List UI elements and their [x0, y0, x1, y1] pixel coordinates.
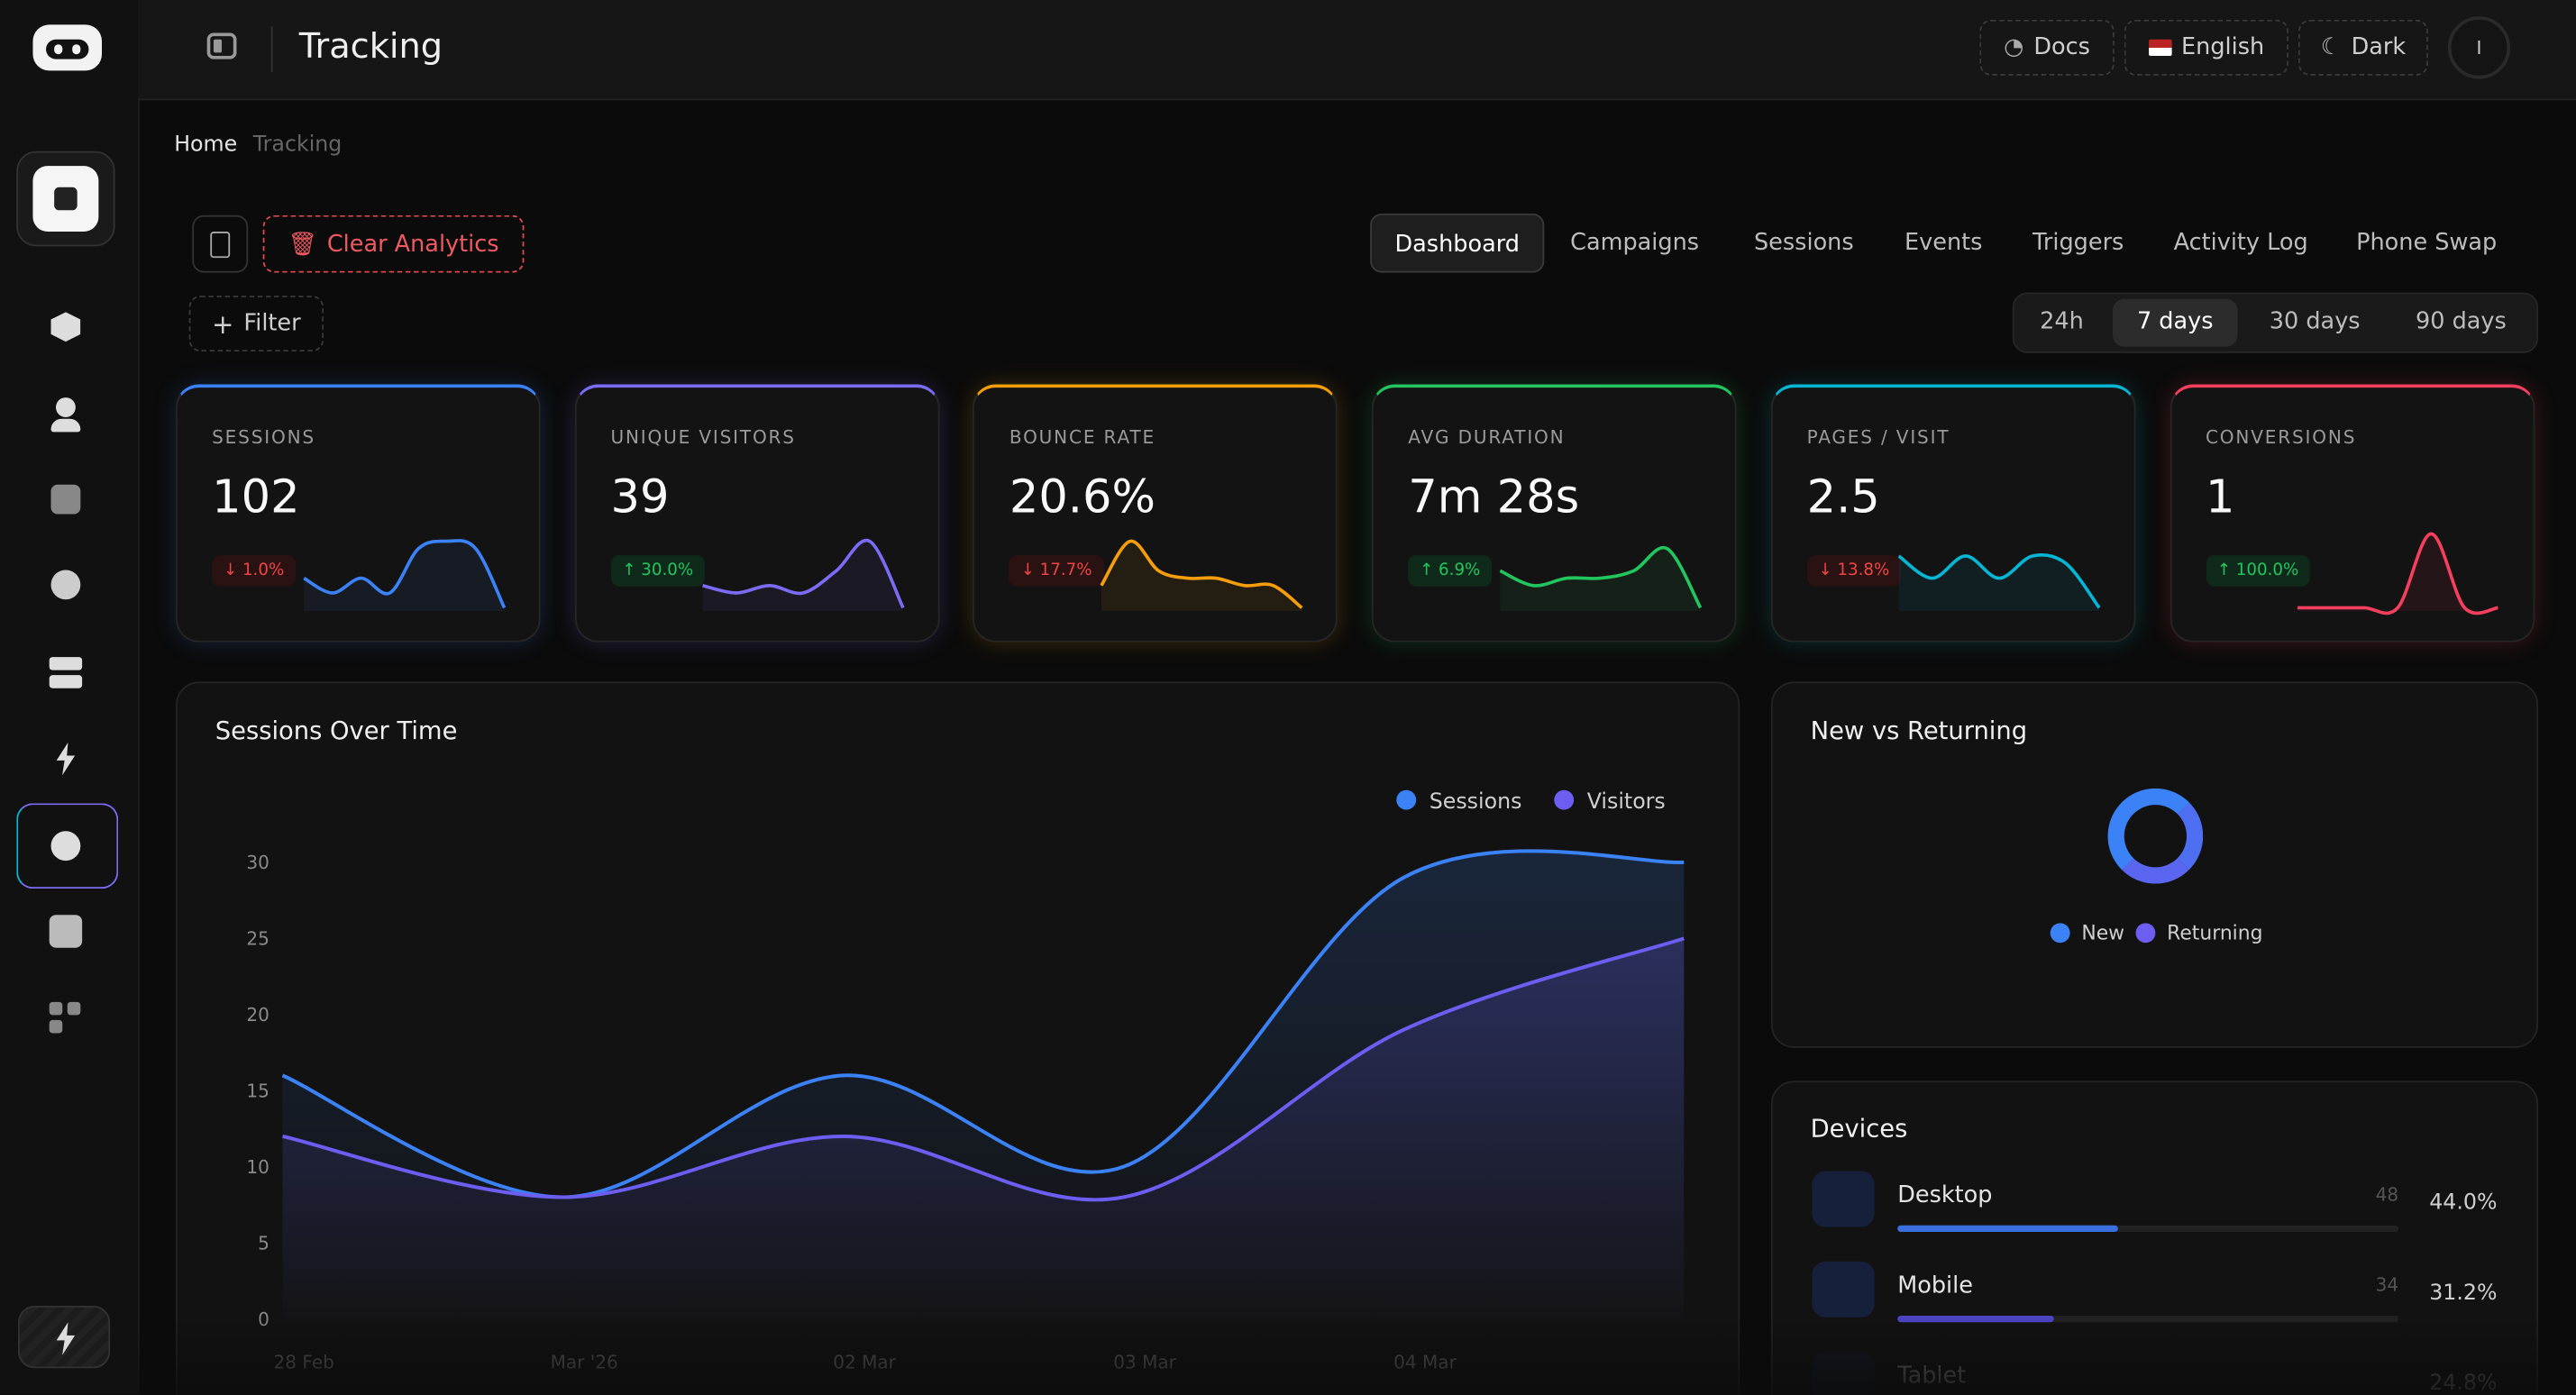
- language-button[interactable]: English: [2124, 19, 2289, 76]
- tab[interactable]: Sessions: [1753, 230, 1854, 257]
- stat-value: 102: [212, 470, 300, 524]
- device-count: 48: [2375, 1184, 2399, 1206]
- card-title: New vs Returning: [1810, 716, 2028, 746]
- device-percent: 31.2%: [2429, 1281, 2498, 1307]
- device-icon: [1812, 1171, 1875, 1227]
- stat-label: PAGES / VISIT: [1806, 426, 1950, 449]
- tab[interactable]: Campaigns: [1570, 230, 1700, 257]
- tab[interactable]: Phone Swap: [2356, 230, 2498, 257]
- sessions-chart-card: [176, 681, 1740, 1395]
- upgrade-button[interactable]: [18, 1306, 111, 1369]
- page-title: Tracking: [298, 26, 443, 66]
- period-option[interactable]: 90 days: [2415, 308, 2507, 335]
- breadcrumb-home[interactable]: Home: [174, 132, 238, 158]
- sidebar-toggle[interactable]: [206, 32, 237, 59]
- stat-change: ↓ 1.0%: [212, 555, 297, 587]
- device-count: 34: [2375, 1274, 2399, 1297]
- nav-icon[interactable]: [55, 397, 76, 417]
- avatar[interactable]: I: [2447, 16, 2511, 79]
- device-icon: [1812, 1261, 1875, 1318]
- logo: [32, 24, 103, 71]
- button-label: Dark: [2351, 34, 2407, 61]
- theme-button[interactable]: ☾ Dark: [2297, 19, 2428, 76]
- sidebar: [0, 0, 140, 1395]
- nav-icon[interactable]: [50, 570, 81, 600]
- device-percent: 24.8%: [2429, 1371, 2498, 1395]
- stat-change: ↓ 13.8%: [1806, 555, 1902, 587]
- nav-icon[interactable]: [49, 1001, 63, 1016]
- breadcrumb-current: Tracking: [252, 132, 343, 158]
- device-icon: [1812, 1352, 1875, 1395]
- stat-change: ↓ 17.7%: [1009, 555, 1104, 587]
- card-title: Sessions Over Time: [215, 716, 458, 746]
- button-label: Docs: [2033, 34, 2090, 61]
- button-label: Filter: [243, 310, 301, 337]
- filter-button[interactable]: + Filter: [188, 296, 324, 352]
- device-percent: 44.0%: [2429, 1190, 2498, 1216]
- period-option[interactable]: 24h: [2040, 308, 2084, 335]
- donut: [2107, 788, 2204, 884]
- stat-change: ↑ 6.9%: [1408, 555, 1493, 587]
- stat-change: ↑ 30.0%: [610, 555, 705, 587]
- nav-selected[interactable]: [16, 803, 119, 889]
- tab[interactable]: Dashboard: [1370, 213, 1545, 273]
- nav-icon[interactable]: [49, 915, 83, 948]
- nav-icon[interactable]: [56, 742, 76, 776]
- stat-label: CONVERSIONS: [2205, 426, 2357, 449]
- period-option[interactable]: 30 days: [2269, 308, 2361, 335]
- nav-icon[interactable]: [49, 657, 83, 670]
- stat-value: 2.5: [1806, 470, 1880, 524]
- device-name: Mobile: [1897, 1272, 1973, 1299]
- stat-label: SESSIONS: [212, 426, 315, 449]
- nav-icon[interactable]: [50, 484, 81, 515]
- card-title: Devices: [1810, 1113, 1908, 1144]
- docs-button[interactable]: ◔ Docs: [1979, 19, 2115, 76]
- stat-label: BOUNCE RATE: [1009, 426, 1156, 449]
- clear-analytics-button[interactable]: 🗑 Clear Analytics: [262, 214, 525, 273]
- device-name: Tablet: [1897, 1363, 1967, 1390]
- stat-change: ↑ 100.0%: [2205, 555, 2311, 587]
- avatar-initial: I: [2476, 37, 2482, 59]
- stat-value: 7m 28s: [1408, 470, 1580, 524]
- nav-icon[interactable]: [50, 312, 81, 342]
- tab[interactable]: Triggers: [2032, 230, 2124, 257]
- tab[interactable]: Activity Log: [2173, 230, 2308, 257]
- nav-active-box[interactable]: [16, 150, 115, 247]
- stat-value: 39: [610, 470, 670, 524]
- icon-button[interactable]: [192, 214, 249, 273]
- button-label: English: [2181, 34, 2265, 61]
- stat-label: UNIQUE VISITORS: [610, 426, 796, 449]
- period-option[interactable]: 7 days: [2112, 298, 2238, 347]
- stat-label: AVG DURATION: [1408, 426, 1566, 449]
- period-selector: [2012, 292, 2539, 353]
- tab[interactable]: Events: [1905, 230, 1983, 257]
- device-name: Desktop: [1897, 1182, 1993, 1209]
- stat-value: 1: [2205, 470, 2235, 524]
- stat-value: 20.6%: [1009, 470, 1156, 524]
- button-label: Clear Analytics: [326, 231, 499, 258]
